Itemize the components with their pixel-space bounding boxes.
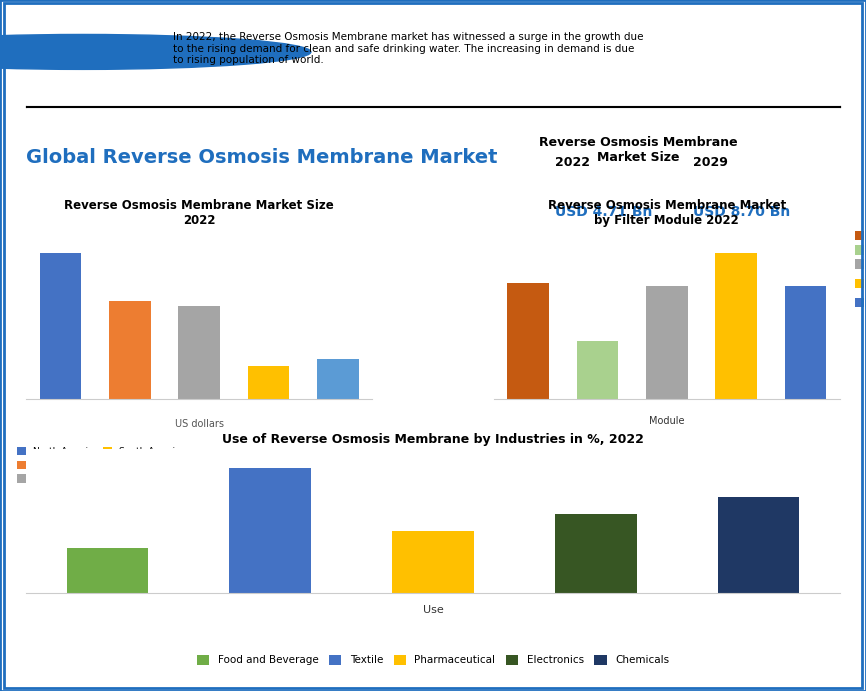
Text: Reverse Osmosis Membrane
Market Size: Reverse Osmosis Membrane Market Size bbox=[539, 135, 738, 164]
Text: USD 8.70 Bn: USD 8.70 Bn bbox=[694, 205, 791, 219]
Text: Module: Module bbox=[650, 416, 684, 426]
Bar bbox=[317, 359, 359, 399]
Text: MMR: MMR bbox=[120, 48, 154, 61]
Bar bbox=[392, 531, 474, 594]
Bar bbox=[577, 341, 618, 399]
Bar bbox=[718, 497, 799, 594]
Bar bbox=[67, 548, 148, 594]
Bar bbox=[646, 286, 688, 399]
Bar bbox=[507, 283, 549, 399]
Title: Reverse Osmosis Membrane Market
by Filter Module 2022: Reverse Osmosis Membrane Market by Filte… bbox=[547, 200, 786, 227]
Legend: Food and Beverage, Textile, Pharmaceutical, Electronics, Chemicals: Food and Beverage, Textile, Pharmaceutic… bbox=[193, 651, 673, 670]
Circle shape bbox=[0, 35, 311, 69]
Text: USD 4.71 Bn: USD 4.71 Bn bbox=[555, 205, 652, 219]
Bar bbox=[715, 254, 757, 399]
Bar bbox=[178, 306, 220, 399]
Legend: Spiral Wound, Hollow Fiber, Tubular, Plate and
Frame, Others: Spiral Wound, Hollow Fiber, Tubular, Pla… bbox=[851, 227, 866, 311]
Bar bbox=[248, 366, 289, 399]
Bar bbox=[229, 468, 311, 594]
Bar bbox=[785, 286, 826, 399]
Title: Reverse Osmosis Membrane Market Size
2022: Reverse Osmosis Membrane Market Size 202… bbox=[64, 200, 334, 227]
Text: 2022: 2022 bbox=[555, 156, 590, 169]
Bar bbox=[109, 301, 151, 399]
Text: 2029: 2029 bbox=[694, 156, 728, 169]
Legend: North America, Europe, Asia Pacific, South America, Middle East and Africa: North America, Europe, Asia Pacific, Sou… bbox=[13, 444, 224, 487]
Bar bbox=[40, 254, 81, 399]
Text: US dollars: US dollars bbox=[175, 419, 223, 430]
Text: Global Reverse Osmosis Membrane Market: Global Reverse Osmosis Membrane Market bbox=[26, 148, 497, 167]
Bar bbox=[555, 514, 637, 594]
Text: In 2022, the Reverse Osmosis Membrane market has witnessed a surge in the growth: In 2022, the Reverse Osmosis Membrane ma… bbox=[172, 32, 643, 66]
Text: Use: Use bbox=[423, 605, 443, 615]
Title: Use of Reverse Osmosis Membrane by Industries in %, 2022: Use of Reverse Osmosis Membrane by Indus… bbox=[222, 433, 644, 446]
